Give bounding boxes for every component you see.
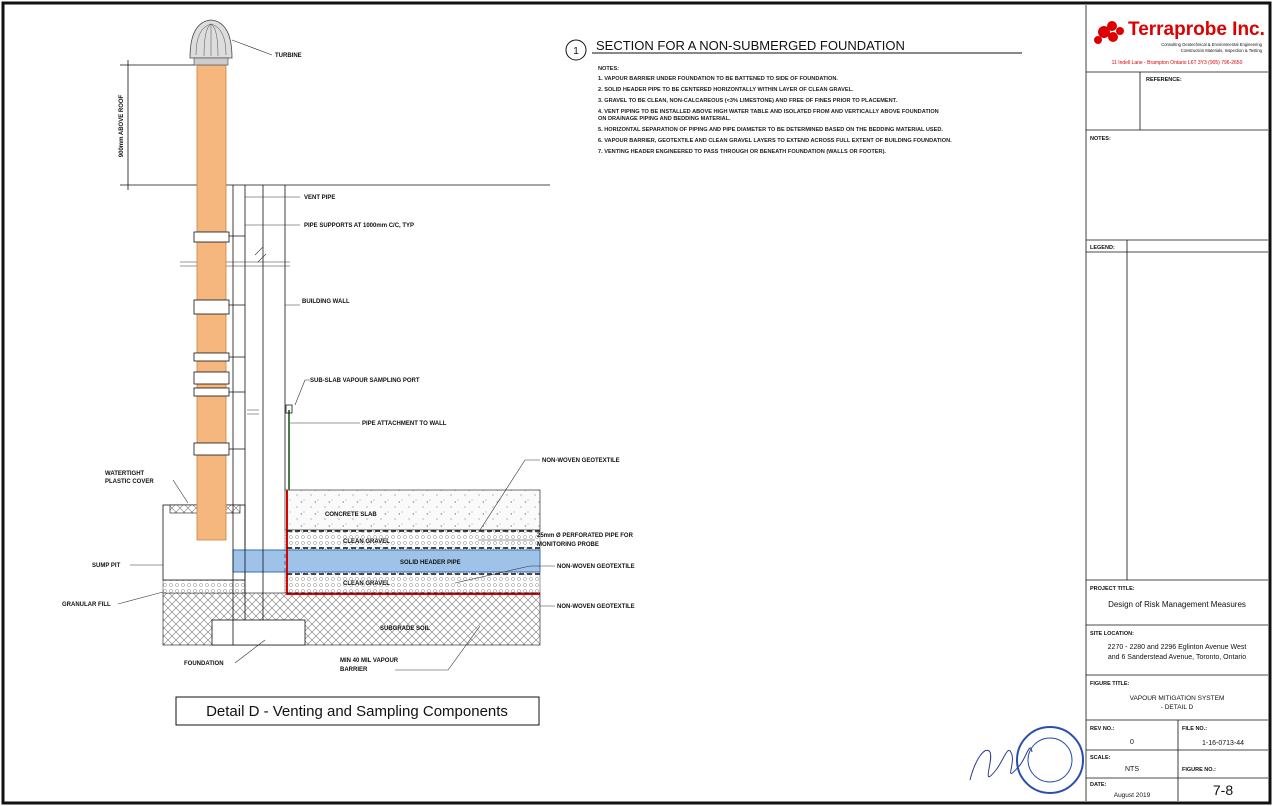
callout: GRANULAR FILL bbox=[62, 602, 111, 608]
callout: NON-WOVEN GEOTEXTILE bbox=[542, 458, 620, 464]
callout: PLASTIC COVER bbox=[105, 479, 154, 485]
reference-label: REFERENCE: bbox=[1146, 77, 1182, 83]
figure-title: - DETAIL D bbox=[1161, 704, 1194, 711]
callout: FOUNDATION bbox=[184, 661, 224, 667]
date: August 2019 bbox=[1114, 792, 1151, 799]
site-location: and 6 Sanderstead Avenue, Toronto, Ontar… bbox=[1108, 654, 1246, 661]
callout: SUB-SLAB VAPOUR SAMPLING PORT bbox=[310, 378, 420, 384]
note-line: 7. VENTING HEADER ENGINEERED TO PASS THR… bbox=[598, 149, 886, 155]
section-title: SECTION FOR A NON-SUBMERGED FOUNDATION bbox=[596, 38, 905, 53]
scale-label: SCALE: bbox=[1090, 755, 1111, 761]
callout: WATERTIGHT bbox=[105, 471, 145, 477]
note-line: 2. SOLID HEADER PIPE TO BE CENTERED HORI… bbox=[598, 87, 854, 93]
detail-title: Detail D - Venting and Sampling Componen… bbox=[206, 703, 508, 720]
callout: MIN 40 MIL VAPOUR bbox=[340, 658, 399, 664]
note-line: 3. GRAVEL TO BE CLEAN, NON-CALCAREOUS (<… bbox=[598, 98, 897, 104]
rev-no-label: REV NO.: bbox=[1090, 726, 1115, 732]
note-line: 1. VAPOUR BARRIER UNDER FOUNDATION TO BE… bbox=[598, 76, 838, 82]
site-location: 2270 - 2280 and 2296 Eglinton Avenue Wes… bbox=[1108, 644, 1247, 651]
dimension-label: 900mm ABOVE ROOF bbox=[119, 94, 125, 157]
callout: BARRIER bbox=[340, 667, 368, 673]
figure-no: 7-8 bbox=[1213, 782, 1233, 798]
callout: BUILDING WALL bbox=[302, 299, 350, 305]
site-location-label: SITE LOCATION: bbox=[1090, 631, 1134, 637]
callout: CONCRETE SLAB bbox=[325, 512, 377, 518]
section-number: 1 bbox=[573, 46, 579, 57]
callout: 25mm Ø PERFORATED PIPE FOR bbox=[537, 533, 634, 539]
solid-header-pipe bbox=[233, 550, 540, 572]
project-title: Design of Risk Management Measures bbox=[1108, 600, 1246, 609]
callout: SOLID HEADER PIPE bbox=[400, 560, 461, 566]
note-line: ON DRAINAGE PIPING AND BEDDING MATERIAL. bbox=[598, 116, 731, 122]
file-no: 1-16-0713-44 bbox=[1202, 740, 1244, 747]
figure-title-label: FIGURE TITLE: bbox=[1090, 681, 1130, 687]
callout: SUMP PIT bbox=[92, 563, 121, 569]
company-tagline: Consulting Geotechnical & Environmental … bbox=[1161, 42, 1262, 47]
notes-label: NOTES: bbox=[1090, 136, 1111, 142]
rev-no: 0 bbox=[1130, 739, 1134, 746]
footing bbox=[212, 620, 305, 645]
figure-no-label: FIGURE NO.: bbox=[1182, 767, 1216, 773]
note-line: 5. HORIZONTAL SEPARATION OF PIPING AND P… bbox=[598, 127, 943, 133]
notes-heading: NOTES: bbox=[598, 66, 619, 72]
callout: SUBGRADE SOIL bbox=[380, 626, 430, 632]
file-no-label: FILE NO.: bbox=[1182, 726, 1207, 732]
callout: NON-WOVEN GEOTEXTILE bbox=[557, 564, 635, 570]
callout: MONITORING PROBE bbox=[537, 542, 599, 548]
callout: TURBINE bbox=[275, 53, 302, 59]
company-name: Terraprobe Inc. bbox=[1128, 19, 1265, 40]
legend-label: LEGEND: bbox=[1090, 245, 1115, 251]
company-tagline: Construction Materials, Inspection & Tes… bbox=[1181, 48, 1263, 53]
note-line: 4. VENT PIPING TO BE INSTALLED ABOVE HIG… bbox=[598, 109, 939, 115]
callout: NON-WOVEN GEOTEXTILE bbox=[557, 604, 635, 610]
callout: PIPE ATTACHMENT TO WALL bbox=[362, 421, 447, 427]
drawing-sheet: Terraprobe Inc. Consulting Geotechnical … bbox=[0, 0, 1273, 806]
clean-gravel-layer bbox=[285, 572, 540, 593]
project-title-label: PROJECT TITLE: bbox=[1090, 586, 1135, 592]
date-label: DATE: bbox=[1090, 782, 1107, 788]
company-address: 11 Indell Lane - Brampton Ontario L6T 3Y… bbox=[1112, 60, 1243, 66]
figure-title: VAPOUR MITIGATION SYSTEM bbox=[1130, 695, 1225, 702]
callout: CLEAN GRAVEL bbox=[343, 581, 390, 587]
callout: VENT PIPE bbox=[304, 195, 335, 201]
callout: CLEAN GRAVEL bbox=[343, 539, 390, 545]
sheet-border bbox=[3, 3, 1270, 803]
callout: PIPE SUPPORTS AT 1000mm C/C, TYP bbox=[304, 223, 414, 229]
note-line: 6. VAPOUR BARRIER, GEOTEXTILE AND CLEAN … bbox=[598, 138, 952, 144]
scale: NTS bbox=[1125, 766, 1139, 773]
